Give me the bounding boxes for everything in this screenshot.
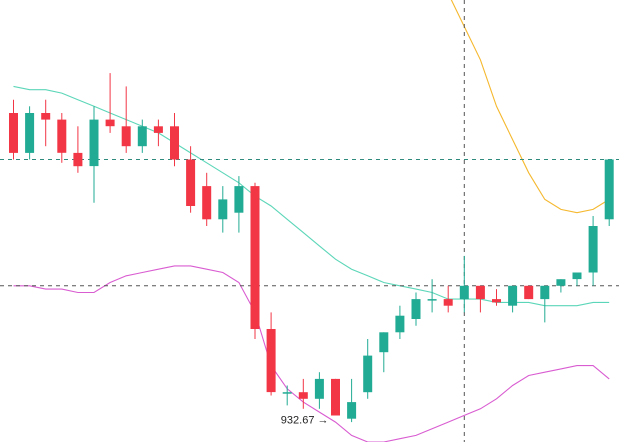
- candle-body: [604, 159, 614, 220]
- candle-down[interactable]: [186, 146, 196, 213]
- candle-body: [137, 126, 147, 147]
- candles[interactable]: [9, 73, 614, 423]
- candle-up[interactable]: [508, 285, 518, 313]
- candle-body: [475, 285, 485, 300]
- candle-up[interactable]: [572, 272, 582, 286]
- candle-body: [427, 299, 437, 301]
- candle-down[interactable]: [202, 172, 212, 226]
- candle-body: [588, 226, 598, 273]
- candle-up[interactable]: [25, 106, 35, 160]
- candle-body: [105, 119, 115, 127]
- candle-up[interactable]: [556, 279, 566, 293]
- candle-down[interactable]: [153, 119, 163, 147]
- candle-up[interactable]: [588, 216, 598, 286]
- candle-up[interactable]: [137, 119, 147, 153]
- candle-body: [57, 119, 67, 153]
- candle-body: [524, 285, 534, 300]
- candle-down[interactable]: [250, 182, 260, 339]
- candle-down[interactable]: [57, 113, 67, 163]
- bollinger-middle-line: [13, 85, 610, 307]
- candle-down[interactable]: [266, 312, 276, 396]
- candle-up[interactable]: [282, 385, 292, 406]
- candle-down[interactable]: [298, 378, 308, 409]
- candle-body: [459, 285, 469, 300]
- candle-up[interactable]: [540, 285, 550, 323]
- candle-down[interactable]: [41, 99, 51, 147]
- candle-up[interactable]: [89, 106, 99, 203]
- price-level-lines: [0, 159, 619, 287]
- candle-up[interactable]: [347, 378, 357, 423]
- bollinger-lower-line: [13, 265, 610, 442]
- candle-down[interactable]: [73, 126, 83, 173]
- candle-up[interactable]: [395, 305, 405, 339]
- candle-up[interactable]: [314, 372, 324, 409]
- candle-up[interactable]: [363, 339, 373, 399]
- candle-up[interactable]: [218, 186, 228, 233]
- candle-up[interactable]: [379, 332, 389, 373]
- candle-up[interactable]: [604, 159, 614, 227]
- candle-body: [443, 299, 453, 306]
- candle-body: [379, 332, 389, 353]
- candle-down[interactable]: [331, 378, 340, 416]
- candle-body: [331, 378, 340, 416]
- candle-body: [202, 186, 212, 220]
- candle-body: [492, 299, 501, 303]
- candle-body: [556, 279, 566, 286]
- candle-down[interactable]: [492, 289, 501, 306]
- candle-body: [250, 186, 260, 329]
- candle-up[interactable]: [459, 255, 469, 313]
- candle-body: [89, 119, 99, 167]
- candle-body: [186, 159, 196, 206]
- candle-body: [363, 355, 373, 393]
- candle-body: [41, 113, 51, 120]
- candle-down[interactable]: [121, 86, 131, 153]
- candle-up[interactable]: [411, 292, 421, 326]
- low-price-label: 932.67 →: [281, 414, 329, 426]
- candle-body: [347, 402, 357, 419]
- candle-down[interactable]: [105, 73, 115, 133]
- candle-down[interactable]: [524, 285, 534, 300]
- candle-down[interactable]: [443, 285, 453, 313]
- candle-body: [298, 392, 308, 399]
- candle-up[interactable]: [234, 176, 244, 233]
- candle-body: [153, 126, 163, 133]
- candle-body: [234, 186, 244, 213]
- candle-body: [282, 392, 292, 394]
- bollinger-upper-line: [450, 0, 610, 214]
- candle-body: [218, 199, 228, 220]
- candle-body: [314, 378, 324, 399]
- candle-body: [73, 152, 83, 167]
- candle-body: [395, 315, 405, 333]
- candle-body: [25, 113, 35, 153]
- candle-down[interactable]: [475, 285, 485, 313]
- bollinger-bands: [13, 0, 610, 442]
- candle-body: [9, 113, 18, 153]
- candle-down[interactable]: [9, 99, 18, 160]
- candle-body: [572, 272, 582, 280]
- candle-body: [411, 299, 421, 319]
- candle-body: [170, 126, 179, 160]
- candle-body: [508, 285, 518, 306]
- candle-body: [266, 329, 276, 393]
- candle-body: [540, 285, 550, 300]
- candle-up[interactable]: [427, 279, 437, 313]
- candle-down[interactable]: [170, 113, 179, 167]
- candle-body: [121, 126, 131, 147]
